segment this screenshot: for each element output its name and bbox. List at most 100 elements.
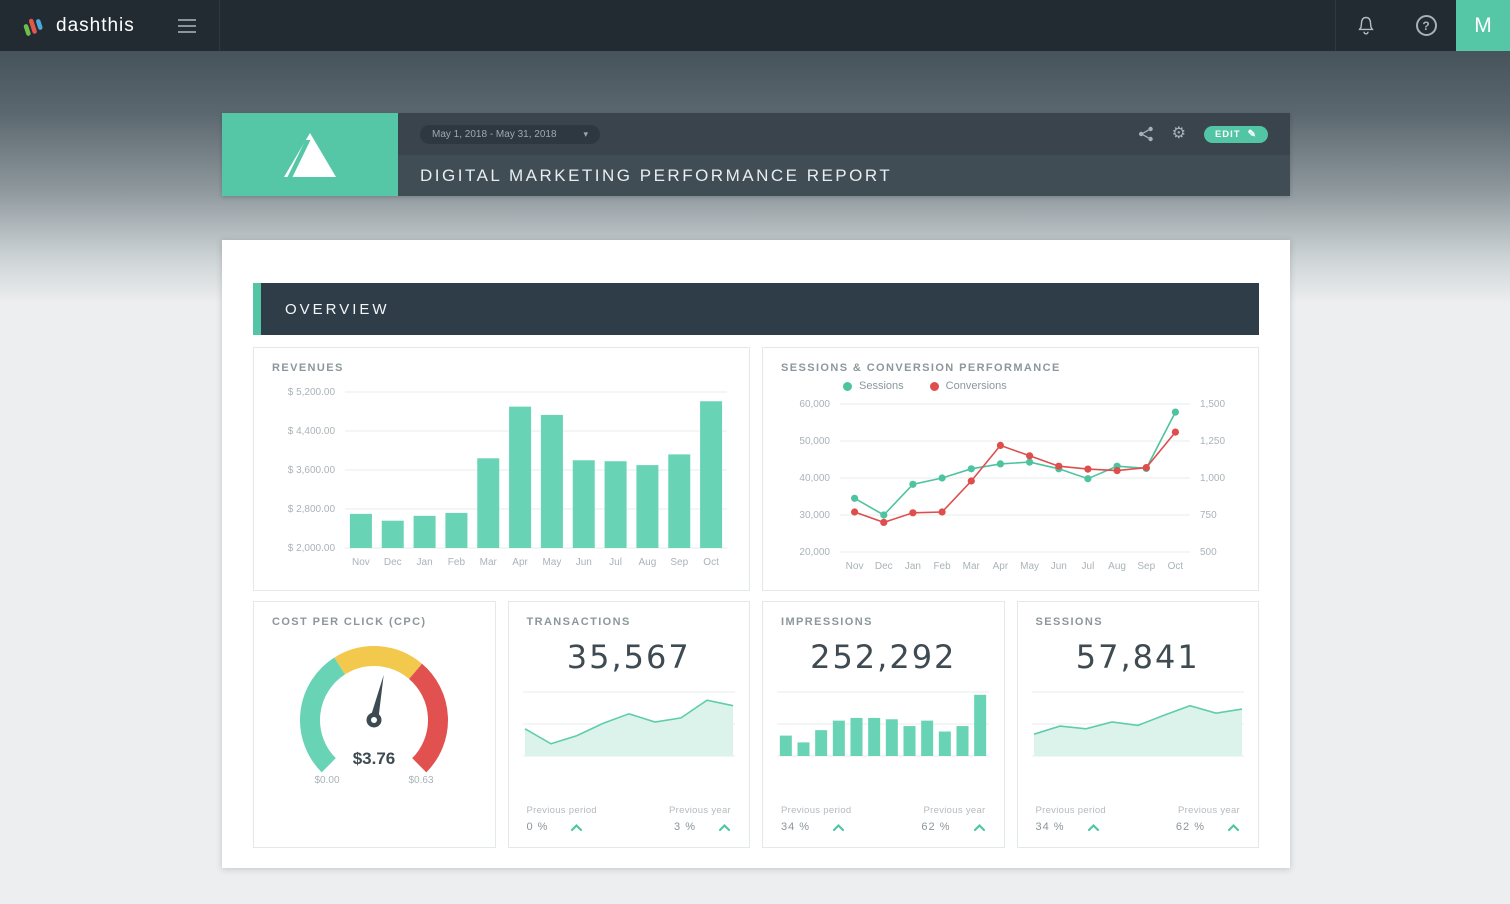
gear-icon: ⚙ [1171,125,1186,142]
svg-text:Jul: Jul [1081,561,1094,572]
svg-text:Dec: Dec [874,561,892,572]
svg-text:500: 500 [1200,547,1217,558]
svg-text:Mar: Mar [479,557,497,568]
legend-label: Sessions [859,380,904,392]
previous-year-label: Previous year [669,805,731,816]
svg-text:Sep: Sep [670,557,688,568]
bell-icon [1358,16,1374,34]
legend-dot [929,381,939,391]
date-range-dropdown[interactable]: May 1, 2018 - May 31, 2018 ▾ [420,124,600,144]
section-title: OVERVIEW [285,300,390,318]
previous-period-label: Previous period [526,805,598,816]
share-button[interactable] [1138,126,1154,142]
settings-button[interactable]: ⚙ [1172,126,1186,142]
legend-item-sessions: Sessions [843,380,904,392]
svg-text:20,000: 20,000 [799,547,830,558]
svg-text:30,000: 30,000 [799,510,830,521]
legend-label: Conversions [945,380,1007,392]
trend-up-icon [571,823,583,831]
dashboard-card: OVERVIEW REVENUES $ 5,200.00 $ 4,400.00 $ … [222,240,1290,868]
svg-text:Apr: Apr [512,557,528,568]
svg-text:60,000: 60,000 [799,399,830,410]
dashthis-logo-icon [23,18,43,36]
help-icon: ? [1415,15,1437,36]
svg-text:Feb: Feb [447,557,465,568]
widget-title: COST PER CLICK (CPC) [272,616,427,628]
svg-text:1,500: 1,500 [1200,399,1225,410]
svg-text:750: 750 [1200,510,1217,521]
widget-title: SESSIONS [1035,616,1103,628]
svg-text:Aug: Aug [638,557,656,568]
metric-footer: Previous period 0 % Previous year 3 % [509,805,750,847]
avatar[interactable]: M [1456,0,1510,51]
previous-year-label: Previous year [923,805,986,816]
svg-text:Jun: Jun [1050,561,1066,572]
date-range-value: May 1, 2018 - May 31, 2018 [432,128,557,140]
widget-sessions-conversions: SESSIONS & CONVERSION PERFORMANCE Sessio… [762,347,1259,591]
svg-text:Nov: Nov [352,557,370,568]
previous-period-label: Previous period [781,805,852,816]
cpc-gauge-chart: $3.76 $0.00 $0.63 [300,646,449,786]
svg-text:May: May [1020,561,1039,572]
widget-title: SESSIONS & CONVERSION PERFORMANCE [781,362,1061,374]
svg-text:Jul: Jul [609,557,622,568]
report-header-toolbar: May 1, 2018 - May 31, 2018 ▾ ⚙ EDIT [398,113,1290,155]
impressions-value: 252,292 [810,638,957,676]
previous-year-block: Previous year 62 % [921,805,985,833]
widget-sessions: SESSIONS 57,841 Previous period 34 % Pre… [1016,601,1259,848]
trend-up-icon [1227,823,1240,831]
svg-text:Sep: Sep [1137,561,1155,572]
chevron-down-icon: ▾ [583,128,588,139]
report-header-right: May 1, 2018 - May 31, 2018 ▾ ⚙ EDIT [398,113,1290,196]
svg-text:$0.63: $0.63 [409,775,434,786]
svg-text:$ 3,600.00: $ 3,600.00 [287,465,335,476]
widget-title: REVENUES [272,362,344,374]
svg-text:Jan: Jan [416,557,432,568]
metric-footer: Previous period 34 % Previous year 62 % [1018,805,1259,847]
previous-period-block: Previous period 34 % [781,805,852,833]
svg-text:Aug: Aug [1108,561,1126,572]
brand[interactable]: dashthis [0,0,155,51]
metric-footer: Previous period 34 % Previous year 62 % [763,805,1004,847]
svg-text:Mar: Mar [962,561,980,572]
chart-legend: Sessions Conversions [843,380,1258,392]
previous-period-block: Previous period 34 % [1036,805,1107,833]
previous-year-block: Previous year 62 % [1176,805,1240,833]
edit-button-label: EDIT [1214,128,1241,140]
share-icon [1138,126,1153,142]
section-header-overview: OVERVIEW [253,283,1259,335]
trend-up-icon [973,823,985,831]
drive-logo-icon [284,132,336,177]
previous-year-value: 3 % [674,821,696,833]
menu-icon [177,18,196,21]
menu-button[interactable] [155,0,219,51]
svg-text:Oct: Oct [703,557,719,568]
legend-item-conversions: Conversions [929,380,1007,392]
svg-text:$0.00: $0.00 [315,775,340,786]
svg-text:Nov: Nov [845,561,863,572]
svg-text:Oct: Oct [1167,561,1183,572]
topbar: dashthis ? M [0,0,1510,51]
pencil-icon: ✎ [1247,128,1257,140]
svg-text:40,000: 40,000 [799,473,830,484]
previous-year-value: 62 % [921,821,951,833]
widget-title: IMPRESSIONS [781,616,873,628]
svg-text:$3.76: $3.76 [353,749,396,768]
edit-button[interactable]: EDIT ✎ [1203,125,1268,143]
sessions-conversions-line-chart: 60,000 1,500 50,000 1,250 40,000 1,000 30,000 7… [799,399,1225,572]
svg-text:Feb: Feb [933,561,951,572]
widget-transactions: TRANSACTIONS 35,567 Previous period 0 % … [507,601,750,848]
topbar-divider [218,0,220,51]
trend-up-icon [832,823,845,831]
report-title: DIGITAL MARKETING PERFORMANCE REPORT [420,165,893,185]
help-button[interactable]: ? [1396,0,1456,51]
brand-name: dashthis [56,14,135,36]
transactions-value: 35,567 [566,638,691,676]
previous-period-block: Previous period 0 % [527,805,598,833]
report-logo [222,113,398,196]
svg-text:50,000: 50,000 [799,436,830,447]
legend-dot [843,381,852,391]
svg-text:Apr: Apr [992,561,1008,572]
notifications-button[interactable] [1336,0,1396,51]
svg-text:1,000: 1,000 [1200,473,1225,484]
